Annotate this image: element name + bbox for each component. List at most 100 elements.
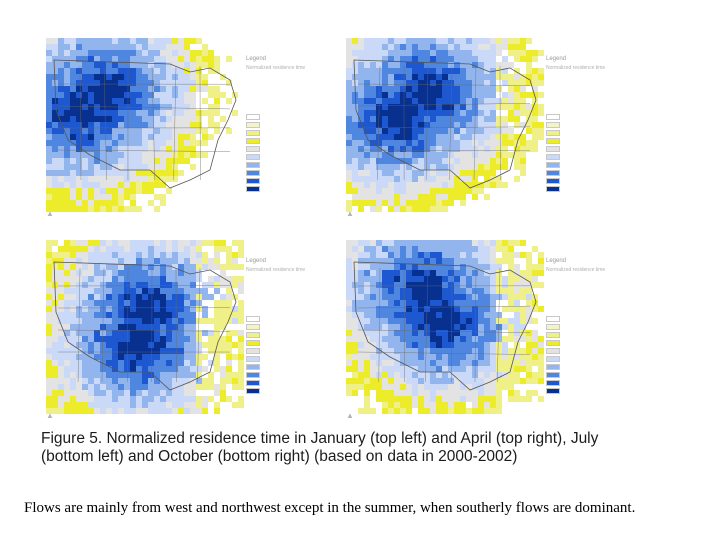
map-cell (538, 68, 544, 74)
map-cell (118, 384, 124, 390)
map-cell (94, 110, 100, 116)
map-cell (388, 336, 394, 342)
map-cell (508, 110, 514, 116)
map-cell (112, 182, 118, 188)
map-cell (364, 252, 370, 258)
map-cell (532, 294, 538, 300)
map-cell (370, 188, 376, 194)
map-cell (430, 206, 436, 212)
map-cell (406, 116, 412, 122)
map-cell (76, 134, 82, 140)
map-cell (526, 122, 532, 128)
map-cell (172, 276, 178, 282)
map-cell (442, 98, 448, 104)
map-cell (406, 62, 412, 68)
map-cell (100, 306, 106, 312)
map-cell (442, 360, 448, 366)
map-cell (412, 140, 418, 146)
map-cell (382, 104, 388, 110)
map-cell (460, 390, 466, 396)
map-cell (460, 134, 466, 140)
map-cell (70, 98, 76, 104)
map-cell (154, 50, 160, 56)
map-cell (172, 80, 178, 86)
map-cell (202, 62, 208, 68)
map-cell (58, 68, 64, 74)
map-cell (46, 396, 52, 402)
map-cell (160, 194, 166, 200)
map-cell (376, 306, 382, 312)
map-cell (160, 276, 166, 282)
map-cell (352, 390, 358, 396)
map-cell (202, 44, 208, 50)
map-cell (106, 288, 112, 294)
map-cell (352, 342, 358, 348)
map-cell (484, 140, 490, 146)
map-cell (472, 62, 478, 68)
map-cell (94, 194, 100, 200)
map-cell (196, 246, 202, 252)
map-cell (442, 92, 448, 98)
map-cell (358, 38, 364, 44)
map-cell (112, 134, 118, 140)
map-cell (490, 134, 496, 140)
map-cell (400, 170, 406, 176)
map-cell (358, 276, 364, 282)
map-cell (496, 288, 502, 294)
map-cell (400, 288, 406, 294)
map-cell (376, 44, 382, 50)
map-cell (412, 50, 418, 56)
map-cell (76, 176, 82, 182)
map-cell (196, 402, 202, 408)
map-cell (214, 264, 220, 270)
map-cell (418, 318, 424, 324)
map-cell (142, 306, 148, 312)
map-cell (382, 188, 388, 194)
map-cell (418, 116, 424, 122)
map-cell (418, 396, 424, 402)
map-cell (184, 92, 190, 98)
map-cell (406, 348, 412, 354)
map-cell (394, 378, 400, 384)
map-cell (406, 294, 412, 300)
map-cell (466, 116, 472, 122)
map-cell (118, 50, 124, 56)
map-cell (346, 110, 352, 116)
map-cell (52, 342, 58, 348)
map-cell (460, 176, 466, 182)
map-cell (406, 38, 412, 44)
map-cell (106, 194, 112, 200)
map-cell (130, 372, 136, 378)
map-cell (64, 240, 70, 246)
map-cell (76, 44, 82, 50)
map-cell (412, 402, 418, 408)
map-cell (154, 80, 160, 86)
map-cell (178, 152, 184, 158)
map-july-graphic (46, 240, 244, 414)
map-cell (400, 122, 406, 128)
map-cell (70, 122, 76, 128)
map-cell (136, 378, 142, 384)
map-cell (394, 56, 400, 62)
map-cell (100, 122, 106, 128)
map-cell (400, 38, 406, 44)
map-cell (76, 158, 82, 164)
map-cell (190, 80, 196, 86)
map-cell (388, 294, 394, 300)
map-cell (394, 372, 400, 378)
map-cell (196, 68, 202, 74)
map-cell (346, 252, 352, 258)
map-cell (502, 258, 508, 264)
map-cell (130, 140, 136, 146)
map-cell (178, 80, 184, 86)
map-cell (160, 56, 166, 62)
map-cell (118, 134, 124, 140)
map-cell (442, 200, 448, 206)
map-cell (124, 62, 130, 68)
map-cell (466, 62, 472, 68)
map-cell (52, 152, 58, 158)
map-cell (82, 366, 88, 372)
map-cell (184, 264, 190, 270)
map-cell (520, 336, 526, 342)
map-cell (394, 300, 400, 306)
